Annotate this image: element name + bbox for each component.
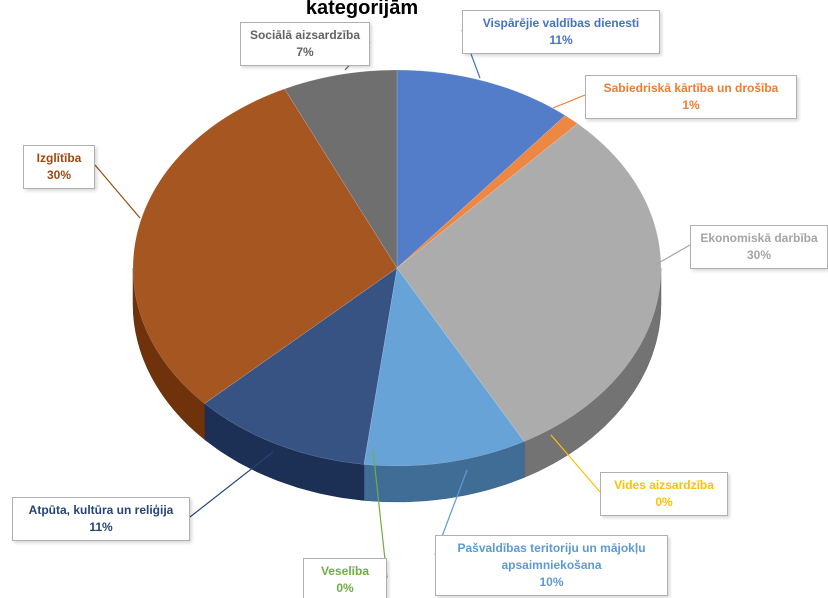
slice [396,115,579,269]
label-value: 0% [336,581,354,595]
data-label: Izglītība 30% [23,145,95,189]
label-value: 11% [89,520,113,534]
chart-title: kategorijām [306,0,418,19]
label-name: Vispārējie valdības dienesti [482,16,640,30]
data-label: Sociālā aizsardzība 7% [240,22,370,66]
leader-line [654,244,691,266]
data-label: Atpūta, kultūra un reliģija 11% [12,497,190,541]
slice [284,69,398,269]
pie-tops [132,69,662,467]
label-name: Pašvaldības teritoriju un mājokļu apsaim… [457,541,646,572]
label-value: 30% [746,248,772,262]
label-name: Atpūta, kultūra un reliģija [28,503,174,517]
label-value: 30% [46,168,72,182]
leader-line [372,449,388,579]
leader-line [552,94,586,109]
label-value: 11% [549,33,573,47]
label-value: 7% [296,45,314,59]
data-label: Pašvaldības teritoriju un mājokļu apsaim… [435,535,668,596]
label-value: 10% [539,575,564,589]
data-label: Veselība 0% [303,558,387,598]
label-name: Sociālā aizsardzība [249,28,361,42]
leader-line [189,451,274,518]
slice [396,123,662,442]
label-name: Veselība [320,564,370,578]
label-name: Sabiedriskā kārtība un drošība [603,81,779,95]
data-label: Vispārējie valdības dienesti 11% [462,10,660,54]
data-label: Sabiedriskā kārtība un drošība 1% [585,75,797,119]
label-name: Ekonomiskā darbība [700,231,818,245]
data-label: Ekonomiskā darbība 30% [690,225,828,269]
label-value: 0% [655,495,673,509]
label-name: Izglītība [36,151,82,165]
slice [396,69,566,269]
leader-line [550,434,601,493]
slice [132,88,398,404]
data-label: Vides aizsardzība 0% [600,472,728,516]
label-name: Vides aizsardzība [614,478,714,492]
label-value: 1% [682,98,700,112]
leader-line [94,164,141,219]
slice [204,267,398,465]
pie-sides [132,267,662,503]
